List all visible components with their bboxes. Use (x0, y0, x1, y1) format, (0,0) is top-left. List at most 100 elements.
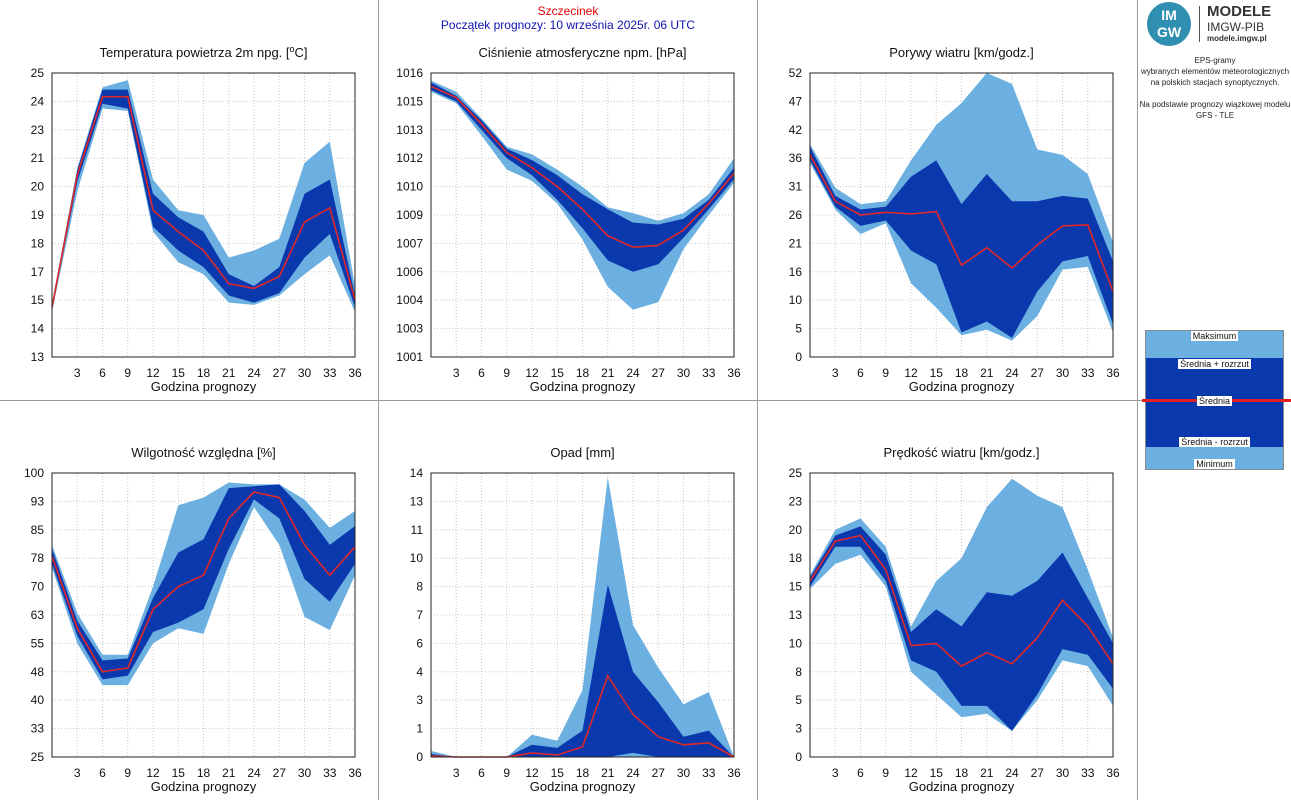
imgw-logo[interactable]: IM GW MODELE IMGW-PIB modele.imgw.pl (1139, 0, 1291, 48)
y-tick-label: 21 (789, 236, 803, 250)
x-axis-label: Godzina prognozy (151, 779, 257, 794)
y-tick-label: 47 (789, 94, 803, 108)
logo-circle-bottom: GW (1156, 24, 1182, 40)
band-min-max (52, 80, 355, 312)
y-tick-label: 25 (31, 750, 45, 764)
y-tick-label: 26 (789, 208, 803, 222)
plot-frame (430, 72, 735, 358)
x-tick-label: 21 (980, 366, 994, 380)
x-tick-label: 18 (576, 366, 590, 380)
x-tick-label: 27 (1031, 366, 1045, 380)
desc-line-1: EPS-gramy (1194, 56, 1236, 65)
x-tick-label: 18 (955, 766, 969, 780)
y-tick-label: 18 (789, 551, 803, 565)
chart-title: Ciśnienie atmosferyczne npm. [hPa] (478, 45, 686, 60)
logo-circle-top: IM (1161, 7, 1177, 23)
x-tick-label: 21 (980, 766, 994, 780)
y-tick-label: 1 (416, 722, 423, 736)
y-tick-label: 14 (410, 466, 424, 480)
x-tick-label: 30 (298, 766, 312, 780)
x-tick-label: 27 (273, 766, 287, 780)
y-tick-label: 18 (31, 236, 45, 250)
x-axis-label: Godzina prognozy (530, 779, 636, 794)
y-tick-label: 1012 (396, 151, 423, 165)
logo-subtitle: IMGW-PIB (1207, 20, 1265, 34)
y-tick-label: 85 (31, 523, 45, 537)
x-tick-label: 33 (702, 766, 716, 780)
x-tick-label: 27 (652, 366, 666, 380)
y-tick-label: 13 (31, 350, 45, 364)
x-tick-label: 21 (601, 366, 615, 380)
x-tick-label: 18 (955, 366, 969, 380)
y-tick-label: 0 (416, 750, 423, 764)
desc-line-4: Na podstawie prognozy wiązkowej modelu (1139, 100, 1291, 109)
y-tick-label: 13 (789, 608, 803, 622)
x-tick-label: 33 (1081, 766, 1095, 780)
y-tick-label: 4 (416, 665, 423, 679)
mean-line (51, 491, 356, 673)
y-tick-label: 1006 (396, 265, 423, 279)
x-tick-label: 9 (124, 366, 131, 380)
plot-frame (809, 72, 1114, 358)
x-tick-label: 12 (525, 366, 539, 380)
y-tick-label: 42 (789, 123, 803, 137)
station-name: Szczecinek (537, 4, 599, 18)
forecast-header: Szczecinek Początek prognozy: 10 wrześni… (379, 4, 757, 32)
x-axis-label: Godzina prognozy (151, 379, 257, 394)
y-tick-label: 3 (795, 722, 802, 736)
y-tick-label: 24 (31, 94, 45, 108)
x-tick-label: 24 (626, 766, 640, 780)
x-tick-label: 6 (478, 766, 485, 780)
y-tick-label: 1015 (396, 94, 423, 108)
y-tick-label: 100 (24, 466, 44, 480)
x-tick-label: 30 (677, 766, 691, 780)
y-tick-label: 31 (789, 180, 803, 194)
y-tick-label: 55 (31, 636, 45, 650)
y-tick-label: 3 (416, 693, 423, 707)
y-tick-label: 15 (31, 293, 45, 307)
x-tick-label: 3 (74, 366, 81, 380)
y-tick-label: 1003 (396, 322, 423, 336)
y-tick-label: 13 (410, 494, 424, 508)
chart-title: Temperatura powietrza 2m npg. [oC] (99, 44, 307, 60)
y-tick-label: 23 (789, 494, 803, 508)
legend-min-label: Minimum (1194, 459, 1235, 469)
legend-mean-minus-label: Średnia - rozrzut (1179, 437, 1250, 447)
x-axis-label: Godzina prognozy (909, 779, 1015, 794)
y-tick-label: 5 (795, 322, 802, 336)
x-tick-label: 12 (525, 766, 539, 780)
x-tick-label: 30 (1056, 366, 1070, 380)
logo-separator (1199, 6, 1200, 42)
x-tick-label: 3 (832, 366, 839, 380)
y-tick-label: 23 (31, 123, 45, 137)
x-tick-label: 36 (348, 366, 362, 380)
plot-frame (51, 472, 356, 758)
x-tick-label: 6 (857, 366, 864, 380)
x-tick-label: 15 (551, 766, 565, 780)
x-tick-label: 15 (930, 766, 944, 780)
x-tick-label: 3 (453, 366, 460, 380)
x-tick-label: 6 (857, 766, 864, 780)
band-spread (810, 526, 1113, 731)
y-tick-label: 20 (789, 523, 803, 537)
x-tick-label: 24 (1005, 366, 1019, 380)
logo-url[interactable]: modele.imgw.pl (1207, 34, 1267, 43)
band-min-max (431, 477, 734, 757)
y-tick-label: 15 (789, 580, 803, 594)
y-tick-label: 1010 (396, 180, 423, 194)
x-tick-label: 18 (576, 766, 590, 780)
y-tick-label: 25 (789, 466, 803, 480)
x-tick-label: 30 (298, 366, 312, 380)
y-tick-label: 36 (789, 151, 803, 165)
x-tick-label: 21 (222, 766, 236, 780)
x-tick-label: 3 (74, 766, 81, 780)
x-tick-label: 3 (832, 766, 839, 780)
y-tick-label: 5 (795, 693, 802, 707)
x-tick-label: 6 (478, 366, 485, 380)
x-tick-label: 12 (146, 766, 160, 780)
x-tick-label: 27 (273, 366, 287, 380)
x-tick-label: 30 (677, 366, 691, 380)
y-tick-label: 6 (416, 636, 423, 650)
y-tick-label: 0 (795, 350, 802, 364)
